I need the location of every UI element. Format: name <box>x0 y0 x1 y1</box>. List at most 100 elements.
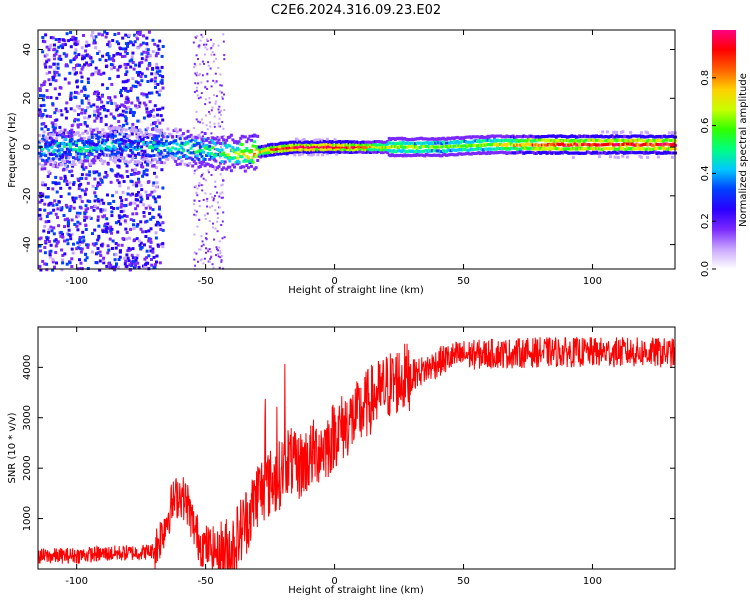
heatmap-cell <box>381 142 385 146</box>
heatmap-cell <box>636 138 640 142</box>
heatmap-cell <box>68 154 72 158</box>
heatmap-cell <box>234 160 238 164</box>
heatmap-cell <box>483 151 487 155</box>
heatmap-cell <box>76 118 80 122</box>
heatmap-cell <box>43 246 47 249</box>
heatmap-cell <box>136 253 140 257</box>
heatmap-cell <box>45 114 49 118</box>
snr-y-tick-label: 3000 <box>22 405 33 430</box>
heatmap-cell <box>387 146 391 149</box>
heatmap-cell <box>198 149 202 153</box>
heatmap-cell <box>69 97 73 101</box>
heatmap-cell <box>316 153 320 157</box>
heatmap-cell <box>157 47 161 51</box>
heatmap-cell <box>45 158 49 162</box>
heatmap-cell <box>129 148 133 152</box>
heatmap-cell <box>205 138 209 142</box>
heatmap-cell <box>96 98 100 102</box>
heatmap-cell <box>387 153 391 157</box>
heatmap-cell <box>369 140 373 144</box>
heatmap-cell <box>460 152 464 156</box>
heatmap-cell <box>243 169 247 173</box>
heatmap-cell <box>134 35 138 39</box>
heatmap-cell <box>39 152 43 156</box>
heatmap-cell <box>144 190 148 194</box>
heatmap-cell <box>375 150 379 154</box>
heatmap-cell <box>201 240 204 243</box>
heatmap-cell <box>216 191 218 194</box>
heatmap-cell <box>463 148 467 152</box>
heatmap-cell <box>505 143 509 147</box>
heatmap-cell <box>50 153 54 156</box>
heatmap-cell <box>44 135 48 139</box>
heatmap-cell <box>47 157 51 160</box>
colorbar-tick-label: 0.6 <box>700 118 711 134</box>
heatmap-cell <box>138 161 142 165</box>
heatmap-cell <box>66 242 70 246</box>
heatmap-cell <box>98 135 102 139</box>
heatmap-cell <box>148 245 152 249</box>
heatmap-cell <box>116 126 120 130</box>
heatmap-cell <box>90 152 94 156</box>
heatmap-cell <box>71 36 75 39</box>
heatmap-cell <box>159 80 163 84</box>
heatmap-cell <box>366 145 369 149</box>
heatmap-cell <box>97 199 101 203</box>
heatmap-cell <box>156 44 160 48</box>
heatmap-cell <box>44 65 48 69</box>
heatmap-cell <box>79 266 83 270</box>
heatmap-cell <box>219 84 222 87</box>
heatmap-cell <box>55 137 58 141</box>
heatmap-cell <box>539 135 543 139</box>
heatmap-cell <box>198 248 201 251</box>
heatmap-cell <box>427 137 431 141</box>
heatmap-cell <box>169 154 173 158</box>
heatmap-cell <box>128 127 132 130</box>
heatmap-cell <box>127 259 131 263</box>
heatmap-cell <box>49 43 53 47</box>
heatmap-cell <box>528 146 532 150</box>
heatmap-cell <box>41 192 45 196</box>
heatmap-cell <box>156 119 160 123</box>
heatmap-cell <box>158 154 162 158</box>
heatmap-cell <box>598 155 602 159</box>
heatmap-cell <box>73 36 77 40</box>
heatmap-cell <box>316 141 320 144</box>
heatmap-cell <box>104 175 108 179</box>
heatmap-cell <box>519 139 523 143</box>
heatmap-cell <box>539 138 543 142</box>
heatmap-cell <box>205 162 209 166</box>
heatmap-cell <box>213 122 216 125</box>
heatmap-cell <box>45 72 49 76</box>
heatmap-cell <box>68 181 72 185</box>
heatmap-cell <box>280 146 284 150</box>
heatmap-cell <box>601 130 605 134</box>
heatmap-cell <box>248 134 252 138</box>
heatmap-cell <box>45 137 49 141</box>
heatmap-cell <box>125 164 129 168</box>
heatmap-cell <box>652 150 656 154</box>
heatmap-cell <box>84 140 88 144</box>
heatmap-cell <box>135 71 139 74</box>
heatmap-cell <box>581 139 585 143</box>
heatmap-cell <box>55 71 59 74</box>
heatmap-cell <box>84 129 88 133</box>
heatmap-cell <box>63 176 67 180</box>
heatmap-cell <box>118 216 122 220</box>
heatmap-cell <box>392 137 396 141</box>
heatmap-cell <box>121 80 125 84</box>
heatmap-cell <box>153 80 157 84</box>
heatmap-cell <box>146 180 150 184</box>
heatmap-cell <box>186 135 190 139</box>
heatmap-cell <box>486 143 490 147</box>
heatmap-cell <box>107 153 111 157</box>
heatmap-cell <box>130 260 133 264</box>
heatmap-cell <box>137 160 140 164</box>
heatmap-cell <box>319 145 323 148</box>
heatmap-cell <box>233 156 236 160</box>
heatmap-cell <box>437 141 441 145</box>
heatmap-cell <box>110 135 114 139</box>
heatmap-cell <box>135 126 138 129</box>
heatmap-cell <box>83 116 87 120</box>
heatmap-cell <box>200 184 203 187</box>
